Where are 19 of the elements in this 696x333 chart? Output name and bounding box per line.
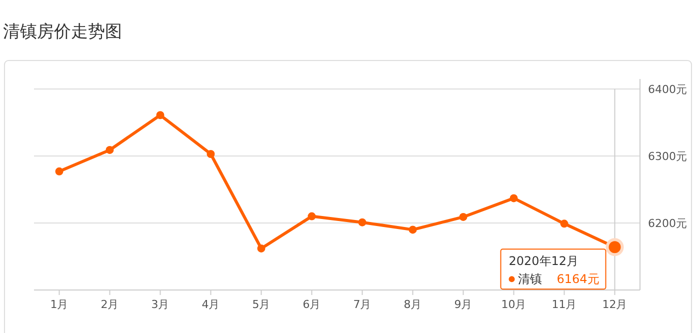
x-tick-label: 2月: [100, 298, 119, 311]
x-tick-label: 12月: [602, 298, 628, 311]
x-tick-label: 10月: [501, 298, 526, 311]
x-tick-label: 9月: [454, 298, 472, 311]
y-tick-label: 6300元: [648, 150, 687, 163]
data-label: 6164元: [556, 272, 600, 286]
x-tick-label: 1月: [50, 298, 68, 311]
x-tick-label: 7月: [353, 298, 372, 311]
legend-label: 清镇: [518, 272, 542, 286]
y-tick-label: 6400元: [648, 83, 687, 96]
x-tick-label: 6月: [302, 298, 321, 311]
chart-title: 清镇房价走势图: [3, 22, 122, 42]
annotation: 2020年12月: [508, 254, 579, 268]
x-tick-label: 11月: [552, 298, 577, 311]
x-tick-label: 3月: [151, 298, 170, 311]
y-tick-label: 6200元: [648, 217, 687, 230]
x-tick-label: 5月: [252, 298, 270, 311]
x-tick-label: 8月: [404, 298, 422, 311]
x-tick-label: 4月: [202, 298, 220, 311]
